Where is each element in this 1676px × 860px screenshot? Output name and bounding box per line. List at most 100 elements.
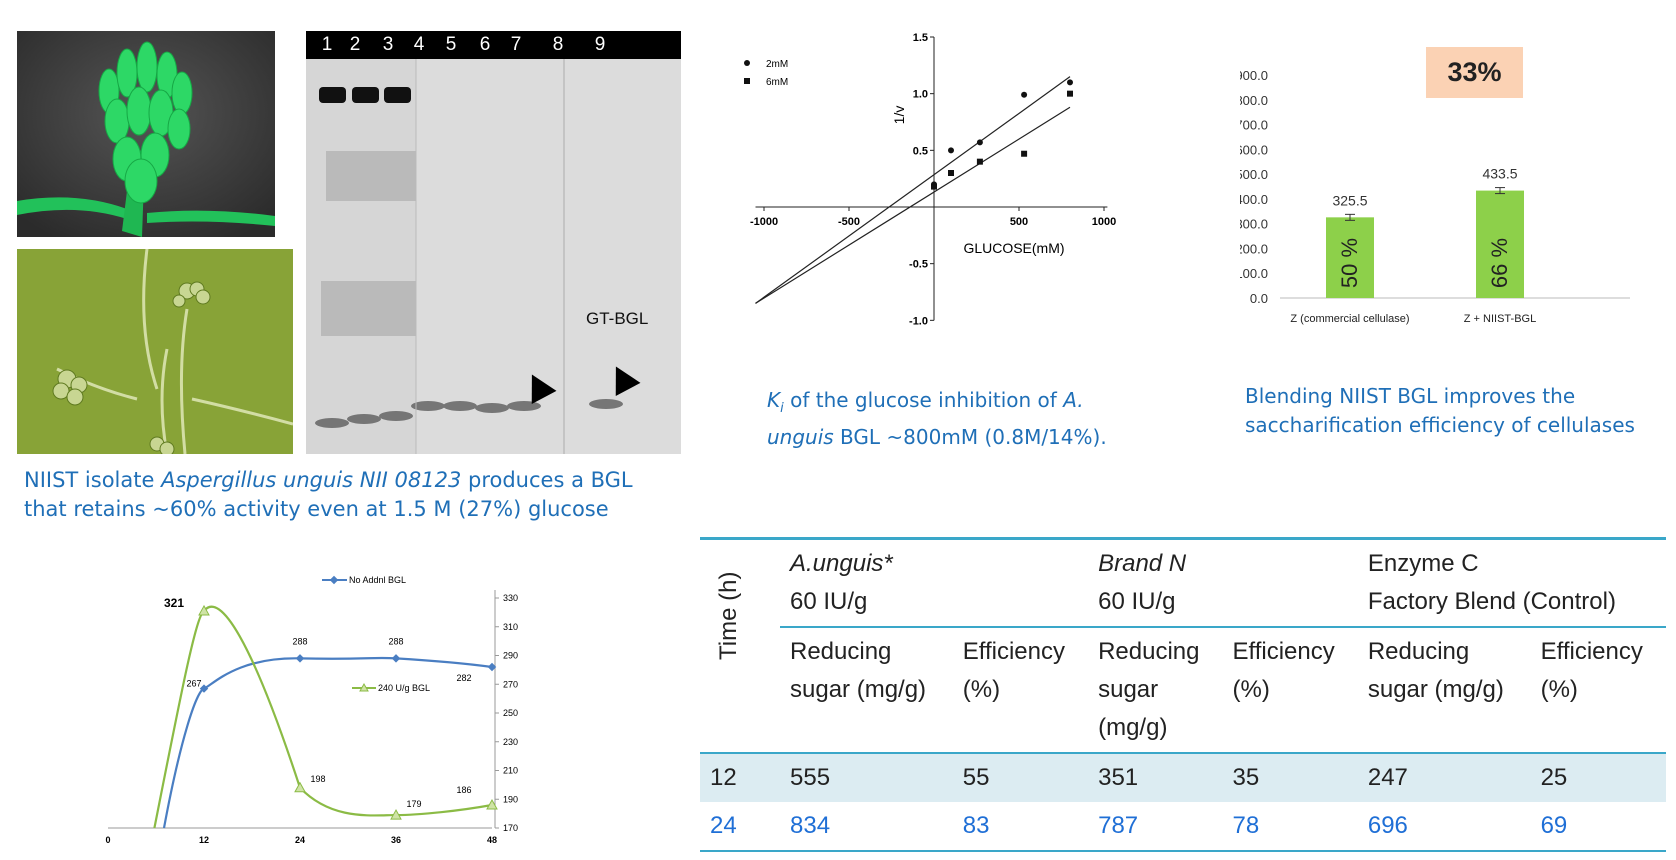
y-tick-label: 210 bbox=[503, 766, 518, 776]
table-cell: 69 bbox=[1530, 802, 1666, 852]
subheader-cell: Reducing sugar (mg/g) bbox=[1088, 627, 1222, 753]
gel-bands bbox=[306, 59, 681, 454]
x-tick-label: 12 bbox=[199, 835, 209, 845]
subheader-text: sugar bbox=[1098, 676, 1159, 703]
gel-caption: NIIST isolate Aspergillus unguis NII 081… bbox=[24, 466, 674, 524]
table-cell: 35 bbox=[1222, 752, 1358, 802]
time-header: Time (h) bbox=[715, 571, 742, 660]
gel-band-label: GT-BGL bbox=[586, 309, 649, 328]
subheader-text: (%) bbox=[1232, 676, 1270, 703]
gel-lane-header: 1 2 3 4 5 6 7 8 9 bbox=[306, 31, 681, 59]
x-tick-label: 1000 bbox=[1092, 216, 1116, 228]
y-tick-label: 200.0 bbox=[1240, 241, 1268, 256]
x-axis-label: GLUCOSE(mM) bbox=[963, 240, 1064, 256]
gel-electrophoresis-image: 1 2 3 4 5 6 7 8 9 bbox=[306, 31, 681, 454]
data-point bbox=[948, 170, 954, 176]
sem-micrograph-image bbox=[17, 31, 275, 237]
caption-species: A. bbox=[1063, 388, 1084, 412]
legend-label: 6mM bbox=[766, 77, 788, 88]
data-point bbox=[294, 781, 306, 793]
y-tick-label: 190 bbox=[503, 794, 518, 804]
data-point bbox=[487, 662, 497, 672]
bar-value-label: 325.5 bbox=[1332, 192, 1367, 208]
legend-label: No Addnl BGL bbox=[349, 575, 406, 585]
x-tick-label: -1000 bbox=[750, 216, 778, 228]
subheader-text: (mg/g) bbox=[1098, 714, 1168, 741]
time-header-cell: Time (h) bbox=[700, 539, 780, 754]
y-tick-label: 400.0 bbox=[1240, 192, 1268, 207]
data-label: 288 bbox=[388, 636, 403, 646]
table-cell: 78 bbox=[1222, 802, 1358, 852]
data-label: 288 bbox=[292, 636, 307, 646]
caption-text: BGL ~800mM (0.8M/14%). bbox=[833, 425, 1107, 449]
bar-inner-label: 66 % bbox=[1487, 238, 1512, 288]
enzyme-comparison-table: Time (h) A.unguis* 60 IU/g Brand N 60 IU/g… bbox=[700, 537, 1666, 852]
caption-text: of the glucose inhibition of bbox=[783, 388, 1064, 412]
group-dose: 60 IU/g bbox=[790, 588, 868, 615]
table-cell: 787 bbox=[1088, 802, 1223, 852]
y-tick-label: 230 bbox=[503, 737, 518, 747]
subheader-cell: Efficiency (%) bbox=[1222, 627, 1357, 753]
y-tick-label: 1.0 bbox=[913, 89, 928, 101]
subheader-cell: Reducing sugar (mg/g) bbox=[780, 627, 953, 753]
y-tick-label: 250 bbox=[503, 708, 518, 718]
subheader-cell: Efficiency (%) bbox=[1531, 627, 1666, 753]
lane-number: 8 bbox=[552, 34, 564, 55]
subheader-text: (%) bbox=[1540, 676, 1578, 703]
bar-value-label: 433.5 bbox=[1482, 166, 1517, 182]
ki-inhibition-chart: -1000 -500 500 1000 1.5 1.0 0.5 -0.5 -1.0 GLUCOSE… bbox=[729, 25, 1169, 355]
caption-text: NIIST isolate bbox=[24, 468, 162, 492]
x-tick-label: 500 bbox=[1010, 216, 1028, 228]
bar bbox=[1476, 190, 1524, 298]
lane-number: 9 bbox=[594, 34, 606, 55]
table-cell: 247 bbox=[1357, 752, 1531, 802]
table-cell: 834 bbox=[780, 802, 953, 852]
subheader-text: Efficiency bbox=[962, 638, 1066, 665]
table-row: 12 555 55 351 35 247 25 bbox=[700, 752, 1666, 802]
y-axis-label: 1/v bbox=[891, 106, 907, 125]
y-tick-label: 300.0 bbox=[1240, 217, 1268, 232]
legend-marker bbox=[359, 682, 369, 692]
y-tick-label: 270 bbox=[503, 679, 518, 689]
group-header: Enzyme C Factory Blend (Control) bbox=[1357, 538, 1666, 628]
blend-caption: Blending NIIST BGL improves the sacchari… bbox=[1245, 384, 1635, 437]
data-point bbox=[391, 654, 401, 663]
light-micrograph-image bbox=[17, 249, 293, 454]
fit-line bbox=[755, 106, 1071, 304]
data-point bbox=[931, 183, 937, 190]
subheader-cell: Reducing sugar (mg/g) bbox=[1358, 627, 1531, 753]
data-point bbox=[1021, 150, 1028, 157]
x-tick-label: 36 bbox=[391, 835, 401, 845]
bar-inner-label: 50 % bbox=[1337, 238, 1362, 288]
table-cell: 25 bbox=[1530, 752, 1666, 802]
y-tick-label: 600.0 bbox=[1240, 142, 1268, 157]
caption-species: Aspergillus unguis NII 08123 bbox=[161, 468, 462, 492]
data-label: 179 bbox=[406, 799, 421, 809]
fit-line bbox=[755, 76, 1071, 304]
y-tick-label: 330 bbox=[503, 593, 518, 603]
subheader-text: Efficiency bbox=[1232, 638, 1335, 665]
data-label: 282 bbox=[456, 673, 471, 683]
x-tick-label: Z + NIIST-BGL bbox=[1464, 313, 1536, 325]
lane-number: 2 bbox=[349, 34, 361, 55]
y-tick-label: -1.0 bbox=[909, 315, 928, 327]
y-tick-label: 500.0 bbox=[1240, 167, 1268, 182]
ki-caption: Ki of the glucose inhibition of A. ungui… bbox=[767, 386, 1167, 452]
subheader-text: (%) bbox=[962, 676, 1001, 703]
group-name: Enzyme C bbox=[1367, 550, 1479, 577]
series-line bbox=[153, 605, 493, 829]
data-point bbox=[1021, 91, 1028, 98]
data-point bbox=[295, 654, 305, 663]
series-line bbox=[162, 656, 493, 829]
bar bbox=[1326, 217, 1374, 298]
data-point bbox=[948, 147, 954, 154]
y-tick-label: -0.5 bbox=[909, 259, 928, 271]
bar-chart-svg: 900.0 800.0 700.0 600.0 500.0 400.0 300.0 200.0… bbox=[1235, 68, 1630, 325]
table-row: 24 834 83 787 78 696 69 bbox=[700, 802, 1666, 852]
subheader-text: sugar (mg/g) bbox=[790, 676, 927, 703]
saccharification-bar-chart: 900.0 800.0 700.0 600.0 500.0 400.0 300.0 200.0… bbox=[1235, 40, 1660, 360]
x-tick-label: Z (commercial cellulase) bbox=[1290, 313, 1409, 325]
subheader-cell: Efficiency (%) bbox=[953, 627, 1088, 753]
data-point bbox=[390, 809, 402, 820]
y-tick-label: 0.5 bbox=[913, 145, 928, 157]
